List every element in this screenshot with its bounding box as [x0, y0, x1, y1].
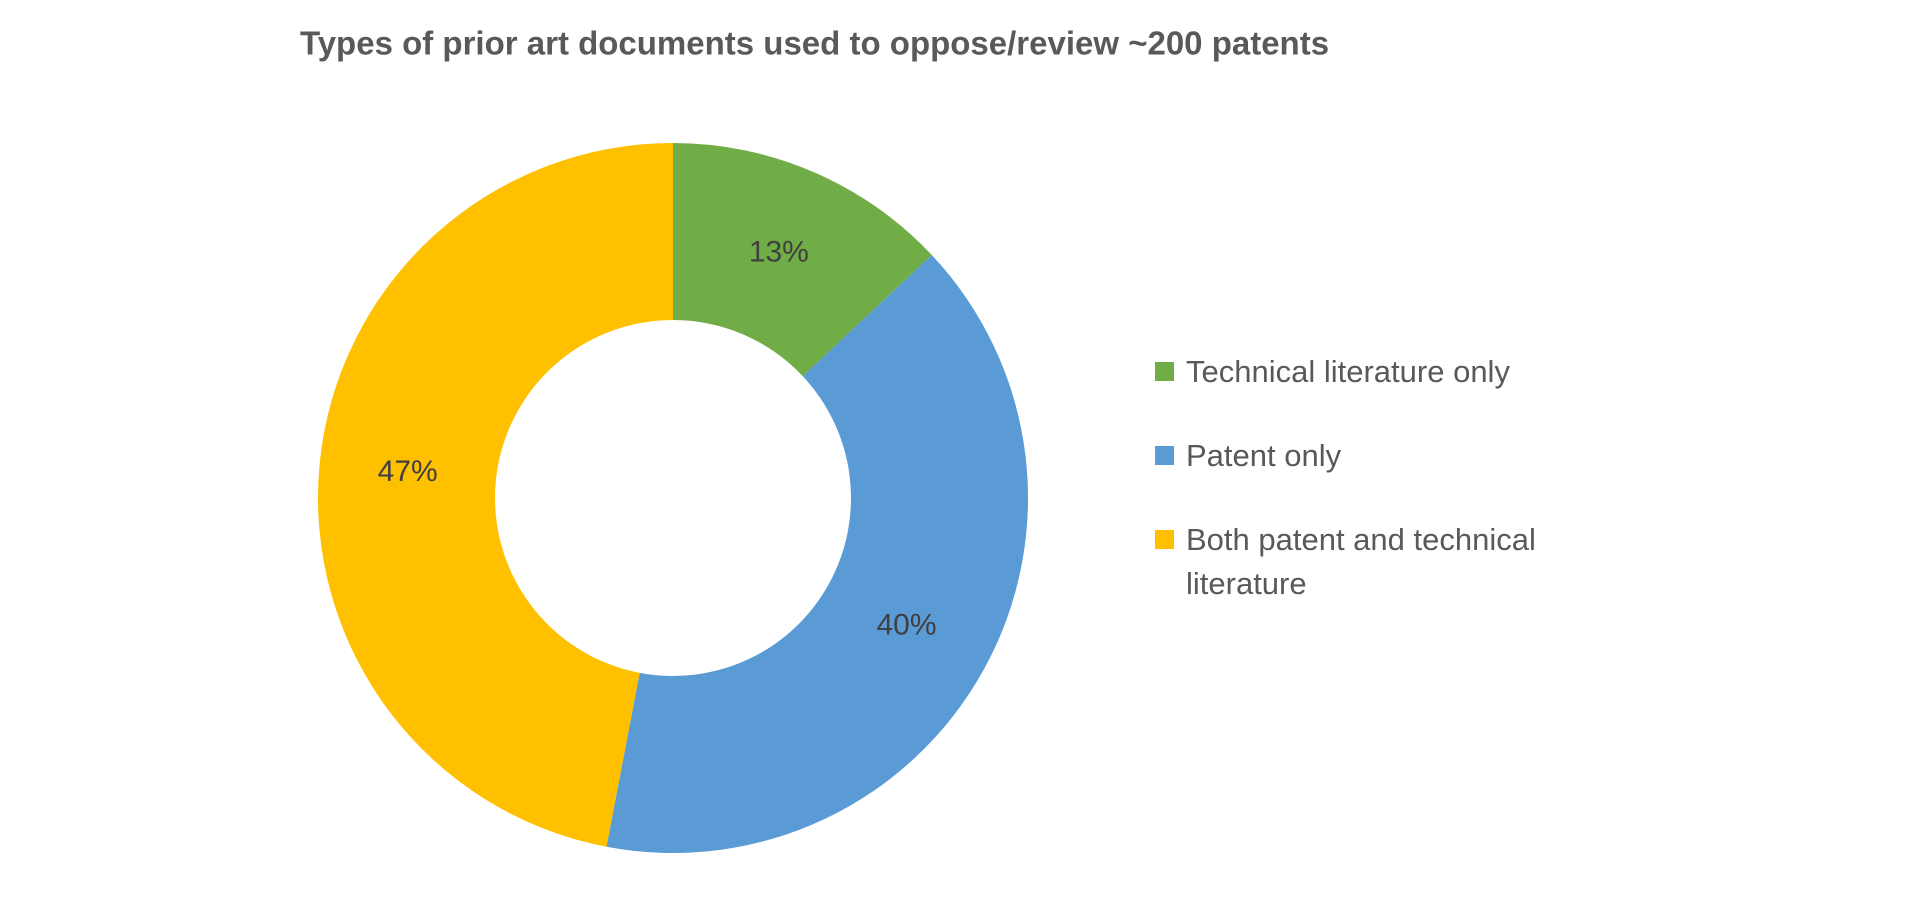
legend: Technical literature only Patent only Both…: [1155, 350, 1595, 646]
legend-item: Patent only: [1155, 434, 1595, 478]
legend-label: Technical literature only: [1186, 354, 1510, 389]
legend-swatch: [1155, 446, 1174, 465]
donut-slice: [673, 143, 932, 377]
legend-label: Both patent and technical literature: [1186, 522, 1536, 601]
legend-item: Both patent and technical literature: [1155, 518, 1595, 606]
data-label: 13%: [749, 235, 809, 268]
data-label: 40%: [877, 608, 937, 641]
legend-swatch: [1155, 362, 1174, 381]
legend-item: Technical literature only: [1155, 350, 1595, 394]
donut-slice: [317, 142, 673, 847]
data-label: 47%: [378, 455, 438, 488]
chart-title: Types of prior art documents used to opp…: [300, 25, 1329, 62]
legend-label: Patent only: [1186, 438, 1342, 473]
donut-slice: [606, 254, 1028, 853]
legend-swatch: [1155, 530, 1174, 549]
